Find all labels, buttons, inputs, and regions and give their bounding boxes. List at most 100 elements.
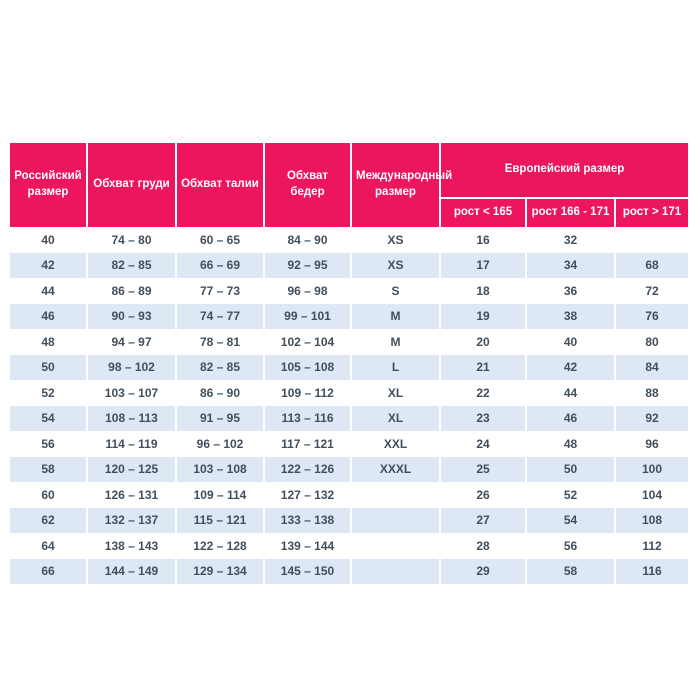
- table-cell: XS: [350, 227, 439, 253]
- table-cell: 29: [439, 558, 525, 584]
- table-cell: S: [350, 278, 439, 304]
- table-cell: XL: [350, 380, 439, 406]
- table-cell: 66: [10, 558, 86, 584]
- table-cell: 44: [10, 278, 86, 304]
- table-cell: 32: [525, 227, 614, 253]
- table-cell: 44: [525, 380, 614, 406]
- table-cell: 91 – 95: [175, 405, 263, 431]
- table-cell: 38: [525, 303, 614, 329]
- table-cell: 74 – 77: [175, 303, 263, 329]
- table-cell: XL: [350, 405, 439, 431]
- table-cell: 56: [525, 533, 614, 559]
- table-cell: 78 – 81: [175, 329, 263, 355]
- table-cell: 17: [439, 252, 525, 278]
- table-cell: 82 – 85: [86, 252, 175, 278]
- table-cell: 108: [614, 507, 688, 533]
- table-cell: 54: [525, 507, 614, 533]
- table-cell: 50: [10, 354, 86, 380]
- table-cell: 58: [10, 456, 86, 482]
- table-cell: 25: [439, 456, 525, 482]
- table-cell: 48: [525, 431, 614, 457]
- table-header: Российский размер Обхват груди Обхват та…: [10, 143, 688, 227]
- table-cell: 56: [10, 431, 86, 457]
- table-cell: M: [350, 329, 439, 355]
- table-cell: 72: [614, 278, 688, 304]
- table-cell: 68: [614, 252, 688, 278]
- header-european-size: Европейский размер: [439, 143, 688, 199]
- table-cell: 62: [10, 507, 86, 533]
- table-cell: 86 – 90: [175, 380, 263, 406]
- table-cell: 48: [10, 329, 86, 355]
- table-cell: 112: [614, 533, 688, 559]
- header-row-main: Российский размер Обхват груди Обхват та…: [10, 143, 688, 227]
- table-cell: 54: [10, 405, 86, 431]
- table-cell: 28: [439, 533, 525, 559]
- table-cell: 116: [614, 558, 688, 584]
- table-cell: 103 – 107: [86, 380, 175, 406]
- header-row-sub: рост < 165 рост 166 - 171 рост > 171: [10, 199, 688, 227]
- table-cell: 98 – 102: [86, 354, 175, 380]
- table-cell: [350, 507, 439, 533]
- table-cell: 26: [439, 482, 525, 508]
- table-cell: 23: [439, 405, 525, 431]
- table-cell: 80: [614, 329, 688, 355]
- table-row: 48 94 – 97 78 – 81 102 – 104 M 20 40 80: [10, 329, 688, 355]
- table-row: 56 114 – 119 96 – 102 117 – 121 XXL 24 48 96: [10, 431, 688, 457]
- table-cell: 19: [439, 303, 525, 329]
- table-cell: 50: [525, 456, 614, 482]
- table-cell: 100: [614, 456, 688, 482]
- table-cell: 99 – 101: [263, 303, 350, 329]
- table-cell: 36: [525, 278, 614, 304]
- header-chest: Обхват груди: [86, 143, 175, 227]
- table-cell: 82 – 85: [175, 354, 263, 380]
- table-cell: M: [350, 303, 439, 329]
- table-cell: 139 – 144: [263, 533, 350, 559]
- table-row: 52 103 – 107 86 – 90 109 – 112 XL 22 44 88: [10, 380, 688, 406]
- table-cell: 84 – 90: [263, 227, 350, 253]
- table-cell: 126 – 131: [86, 482, 175, 508]
- table-cell: 84: [614, 354, 688, 380]
- table-cell: 144 – 149: [86, 558, 175, 584]
- table-cell: 42: [10, 252, 86, 278]
- table-cell: 21: [439, 354, 525, 380]
- table-cell: 96 – 102: [175, 431, 263, 457]
- table-cell: XXXL: [350, 456, 439, 482]
- table-cell: 40: [10, 227, 86, 253]
- table-cell: 145 – 150: [263, 558, 350, 584]
- table-cell: 77 – 73: [175, 278, 263, 304]
- table-cell: 133 – 138: [263, 507, 350, 533]
- table-cell: 103 – 108: [175, 456, 263, 482]
- table-cell: 46: [10, 303, 86, 329]
- table-row: 62 132 – 137 115 – 121 133 – 138 27 54 108: [10, 507, 688, 533]
- table-cell: 64: [10, 533, 86, 559]
- table-cell: 117 – 121: [263, 431, 350, 457]
- table-cell: 42: [525, 354, 614, 380]
- table-cell: [614, 227, 688, 253]
- table-row: 66 144 – 149 129 – 134 145 – 150 29 58 116: [10, 558, 688, 584]
- header-russian-size: Российский размер: [10, 143, 86, 227]
- table-cell: 122 – 126: [263, 456, 350, 482]
- table-cell: 92: [614, 405, 688, 431]
- size-chart-table: Российский размер Обхват груди Обхват та…: [10, 143, 688, 584]
- table-cell: XXL: [350, 431, 439, 457]
- table-cell: 86 – 89: [86, 278, 175, 304]
- table-cell: 132 – 137: [86, 507, 175, 533]
- table-row: 58 120 – 125 103 – 108 122 – 126 XXXL 25 50 100: [10, 456, 688, 482]
- table-row: 60 126 – 131 109 – 114 127 – 132 26 52 104: [10, 482, 688, 508]
- table-cell: [350, 533, 439, 559]
- table-cell: 16: [439, 227, 525, 253]
- table-cell: 114 – 119: [86, 431, 175, 457]
- table-cell: 108 – 113: [86, 405, 175, 431]
- table-cell: 92 – 95: [263, 252, 350, 278]
- table-row: 46 90 – 93 74 – 77 99 – 101 M 19 38 76: [10, 303, 688, 329]
- table-cell: 127 – 132: [263, 482, 350, 508]
- table-cell: 34: [525, 252, 614, 278]
- table-cell: 88: [614, 380, 688, 406]
- table-cell: 24: [439, 431, 525, 457]
- table-row: 50 98 – 102 82 – 85 105 – 108 L 21 42 84: [10, 354, 688, 380]
- table-cell: 122 – 128: [175, 533, 263, 559]
- header-height-166-171: рост 166 - 171: [525, 199, 614, 227]
- table-cell: 96: [614, 431, 688, 457]
- table-cell: 115 – 121: [175, 507, 263, 533]
- header-waist: Обхват талии: [175, 143, 263, 227]
